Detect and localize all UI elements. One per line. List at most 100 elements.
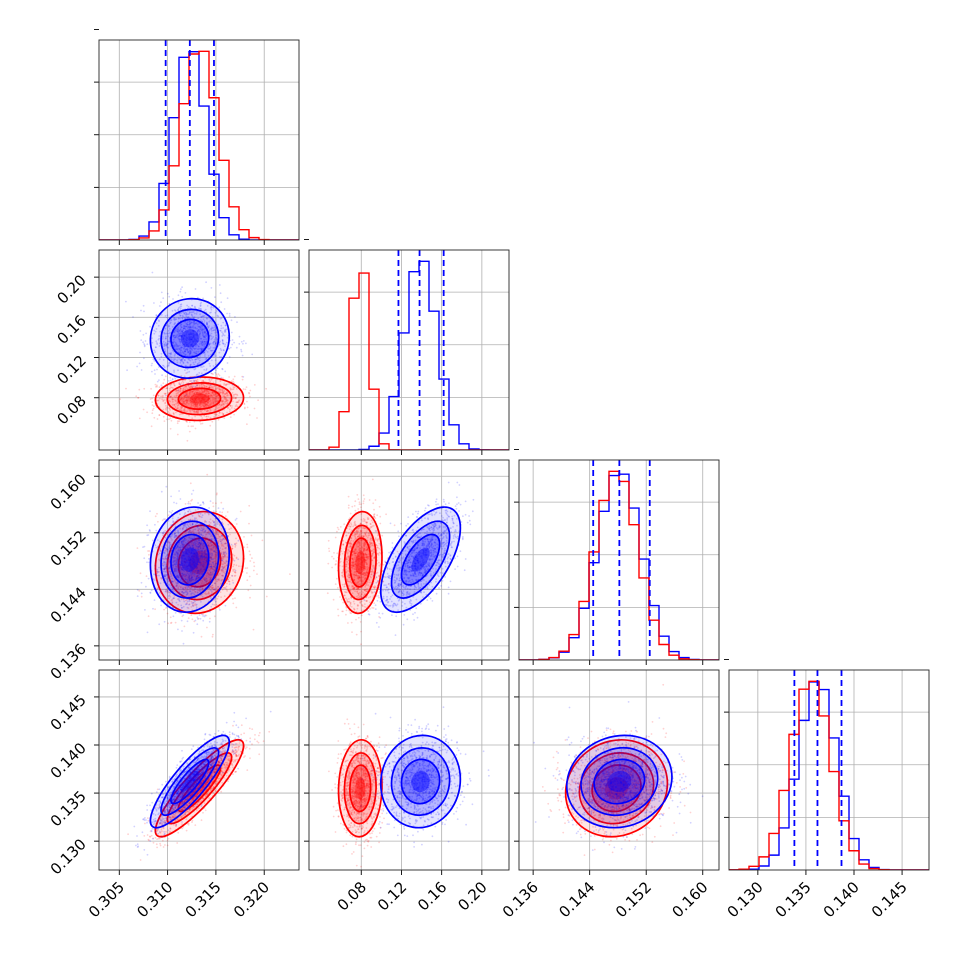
contour-line-0	[149, 734, 231, 829]
contour-line-0	[400, 758, 441, 805]
contour-line-0	[379, 506, 462, 614]
x-tick-label: 0.08	[334, 878, 370, 914]
density-fill-0	[380, 507, 461, 613]
x-tick-label: 0.12	[374, 878, 410, 914]
panel-frame	[98, 39, 300, 241]
x-tick-label: 0.16	[414, 878, 450, 914]
contour-line-0	[565, 734, 673, 829]
contour-line-0	[160, 747, 220, 817]
contour-line-1	[177, 537, 222, 588]
panel-1-1	[304, 239, 510, 455]
scatter-series-0	[360, 706, 490, 848]
contour-line-1	[578, 752, 655, 825]
contour-line-0	[390, 747, 451, 817]
x-tick-label: 0.130	[724, 878, 767, 921]
panel-frame	[308, 669, 510, 871]
density-fill-1	[189, 393, 210, 404]
density-fill-0	[180, 329, 199, 348]
panel-frame	[518, 459, 720, 661]
panel-3-2: 0.136 0.144 0.152 0.160	[499, 669, 720, 921]
panel-frame	[98, 669, 300, 871]
density-fill-0	[411, 547, 430, 572]
scatter-series-0	[533, 701, 704, 851]
panel-2-2	[514, 449, 720, 665]
density-fill-0	[170, 534, 209, 585]
contour-line-1	[154, 738, 245, 838]
panel-frame	[98, 249, 300, 451]
contour-line-0	[379, 734, 462, 829]
y-tick-label: 0.12	[53, 352, 89, 388]
density-fill-0	[391, 747, 450, 816]
panel-frame	[518, 669, 720, 871]
y-tick-label: 0.140	[47, 739, 90, 782]
x-tick-label: 0.135	[772, 878, 815, 921]
density-fill-0	[170, 319, 209, 358]
y-tick-label: 0.152	[47, 527, 90, 570]
contour-line-1	[591, 764, 642, 813]
density-fill-0	[401, 534, 440, 585]
scatter-series-0	[362, 481, 475, 636]
x-tick-label: 0.160	[668, 878, 711, 921]
density-fill-0	[161, 747, 219, 816]
y-tick-label: 0.08	[53, 392, 89, 428]
contour-line-1	[337, 738, 383, 838]
panel-0-0	[94, 29, 300, 245]
panel-frame	[308, 459, 510, 661]
contour-line-1	[343, 752, 377, 825]
density-fill-0	[170, 759, 209, 804]
y-tick-label: 0.145	[47, 691, 90, 734]
y-tick-label: 0.20	[53, 271, 89, 307]
contour-line-1	[349, 537, 372, 588]
histogram-series-1	[519, 470, 719, 660]
contour-line-0	[580, 747, 659, 817]
contour-line-1	[564, 738, 669, 838]
density-fill-1	[355, 777, 366, 800]
panel-3-3: 0.130 0.135 0.140 0.145	[724, 659, 930, 921]
panel-1-0: 0.08 0.12 0.16 0.20	[53, 249, 300, 455]
contour-line-0	[149, 297, 231, 380]
x-tick-label: 0.145	[868, 878, 911, 921]
density-fill-0	[161, 309, 219, 368]
y-tick-label: 0.160	[47, 470, 90, 513]
contour-line-1	[177, 764, 222, 813]
density-fill-1	[349, 538, 371, 587]
y-tick-label: 0.136	[47, 640, 90, 683]
density-fill-1	[189, 550, 210, 575]
density-fill-0	[180, 547, 199, 572]
density-fill-0	[391, 521, 450, 598]
panel-2-0: 0.136 0.144 0.152 0.160	[47, 459, 300, 683]
contour-line-0	[160, 520, 220, 599]
contour-line-1	[343, 524, 377, 601]
x-tick-label: 0.310	[133, 878, 176, 921]
x-tick-label: 0.305	[85, 878, 128, 921]
x-tick-label: 0.136	[499, 878, 542, 921]
panel-frame	[728, 669, 930, 871]
y-tick-label: 0.16	[53, 311, 89, 347]
density-fill-1	[355, 550, 366, 575]
density-fill-1	[349, 765, 371, 812]
y-tick-label: 0.135	[47, 787, 90, 830]
x-tick-label: 0.320	[230, 878, 273, 921]
contour-line-0	[170, 758, 210, 805]
contour-line-0	[170, 318, 210, 359]
contour-line-0	[400, 533, 441, 586]
density-fill-0	[607, 770, 632, 793]
x-tick-label: 0.140	[820, 878, 863, 921]
contour-line-0	[390, 520, 451, 599]
contour-line-1	[166, 382, 233, 416]
density-fill-1	[178, 538, 221, 587]
x-tick-label: 0.144	[555, 878, 598, 921]
panel-2-1	[304, 459, 510, 665]
x-tick-label: 0.152	[612, 878, 655, 921]
density-fill-0	[150, 735, 230, 828]
density-fill-0	[180, 770, 199, 793]
contour-line-0	[149, 506, 231, 614]
y-tick-label: 0.144	[47, 583, 90, 626]
x-tick-label: 0.20	[454, 878, 490, 914]
contour-line-0	[160, 308, 220, 369]
density-fill-1	[178, 388, 221, 410]
contour-line-0	[593, 758, 646, 805]
contour-line-1	[349, 764, 372, 813]
y-tick-label: 0.130	[47, 835, 90, 878]
